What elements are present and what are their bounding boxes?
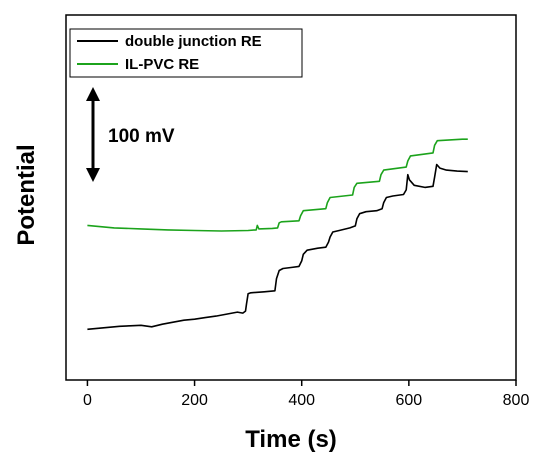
y-axis-title: Potential xyxy=(13,144,40,245)
x-tick-label: 600 xyxy=(396,392,423,409)
scale-bar: 100 mV xyxy=(86,87,175,182)
legend-label-double-junction: double junction RE xyxy=(125,33,262,50)
series-layer xyxy=(87,138,468,331)
x-axis: 0 200 400 600 800 xyxy=(83,380,529,409)
series-line-0 xyxy=(87,163,468,331)
legend-box xyxy=(69,28,303,78)
x-axis-title: Time (s) xyxy=(245,426,337,453)
x-tick-label: 0 xyxy=(83,392,92,409)
scale-bar-arrow-up xyxy=(86,87,100,101)
scale-bar-arrow-down xyxy=(86,168,100,182)
x-tick-label: 800 xyxy=(503,392,530,409)
scale-bar-label: 100 mV xyxy=(108,126,175,147)
x-tick-label: 200 xyxy=(181,392,208,409)
plot-frame xyxy=(65,14,517,381)
x-tick-label: 400 xyxy=(288,392,315,409)
legend: double junction RE IL-PVC RE xyxy=(69,28,303,78)
legend-label-il-pvc: IL-PVC RE xyxy=(125,56,199,73)
series-line-1 xyxy=(87,138,468,232)
